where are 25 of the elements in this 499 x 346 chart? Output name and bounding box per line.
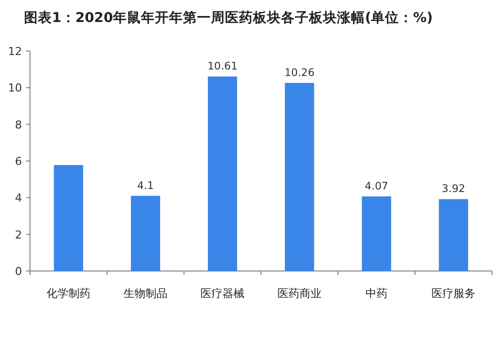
bar xyxy=(208,76,238,271)
data-label: 10.61 xyxy=(207,60,238,72)
bar xyxy=(130,196,160,271)
x-tick-label: 医疗服务 xyxy=(432,287,476,300)
y-tick-label: 10 xyxy=(8,82,22,95)
x-tick-label: 医药商业 xyxy=(278,287,322,300)
x-tick-label: 生物制品 xyxy=(124,287,168,300)
data-label: 4.1 xyxy=(137,180,154,192)
y-tick-label: 6 xyxy=(15,155,22,168)
y-tick-label: 0 xyxy=(15,265,22,278)
y-tick-label: 4 xyxy=(15,192,22,205)
y-tick-label: 8 xyxy=(15,118,22,132)
data-label: 4.07 xyxy=(364,180,388,192)
data-label: 3.92 xyxy=(442,183,466,196)
bar xyxy=(284,82,314,271)
bar xyxy=(54,165,84,271)
bar xyxy=(438,199,468,271)
x-tick-label: 医疗器械 xyxy=(200,287,244,300)
bar xyxy=(362,196,392,271)
y-tick-label: 2 xyxy=(15,228,22,242)
x-tick-label: 化学制药 xyxy=(46,287,90,300)
x-tick-label: 中药 xyxy=(366,287,388,300)
chart-title: 图表1：2020年鼠年开年第一周医药板块各子板块涨幅(单位：%) xyxy=(24,10,433,26)
data-label: 10.26 xyxy=(284,66,315,79)
y-tick-label: 12 xyxy=(8,45,22,58)
